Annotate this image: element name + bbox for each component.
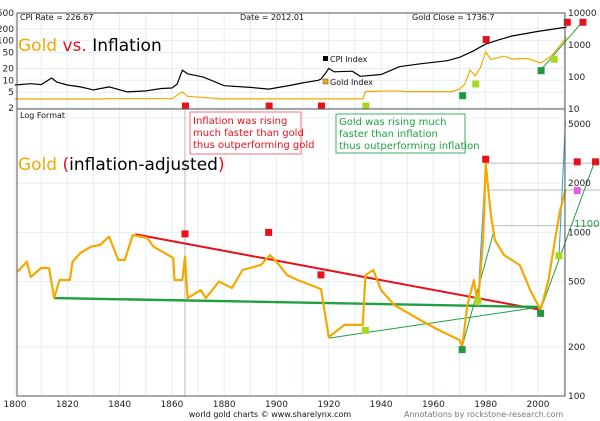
right-axis-tick-label: 1000: [568, 228, 591, 238]
x-axis-tick-label: 1880: [213, 400, 236, 410]
green-annotation-box: Gold was rising much faster than inflati…: [335, 113, 480, 154]
lime-marker: [472, 80, 480, 88]
top-title-vs: vs.: [63, 36, 87, 56]
lime-marker: [361, 326, 369, 334]
green_thin-trend-line: [328, 306, 541, 339]
green_thin-trend-line: [461, 232, 495, 347]
darkgreen-marker: [458, 346, 466, 354]
x-axis-tick-label: 1820: [56, 400, 79, 410]
gold-index-line: [15, 36, 568, 100]
legend-cpi-label: CPI Index: [330, 55, 368, 64]
right-axis-tick-label: 5000: [568, 120, 591, 130]
x-axis-tick-label: 1980: [474, 400, 497, 410]
green-annotation-line: thus outperforming inflation: [339, 141, 480, 152]
red-trend-line: [135, 233, 541, 311]
red-marker: [265, 102, 273, 110]
gold-inflation-adjusted-line: [16, 162, 567, 348]
top-title-gold: Gold: [18, 36, 57, 56]
left-axis-tick-label: 5: [8, 88, 14, 98]
red-marker: [592, 158, 600, 166]
red-annotation-box: Inflation was rising much faster than go…: [189, 111, 315, 155]
right-axis-tick-label: 10000: [568, 9, 597, 19]
left-axis-tick-label: 50: [3, 49, 15, 59]
red-marker: [317, 271, 325, 279]
x-axis-tick-label: 1940: [370, 400, 393, 410]
legend-gold-swatch: [322, 78, 329, 85]
bottom-title-rest: inflation-adjusted: [69, 155, 218, 175]
darkgreen-marker: [459, 92, 467, 100]
blue-trend-line: [558, 120, 566, 258]
bottom-panel-frame: [16, 108, 566, 397]
x-axis-tick-label: 1900: [265, 400, 288, 410]
right-axis-tick-label: 500: [568, 278, 585, 288]
left-axis-tick-label: 20: [3, 64, 15, 74]
left-axis-tick-label: 200: [0, 25, 14, 35]
red-marker: [181, 230, 189, 238]
axes: 500 200 100 50 20 10 5 2 10000 1000 100 10 5000 2000 1…: [0, 9, 597, 410]
right-axis-tick-label: 2000: [568, 179, 591, 189]
x-axis-tick-label: 1860: [160, 400, 183, 410]
red-marker: [482, 155, 490, 163]
left-axis-tick-label: 500: [0, 9, 14, 19]
cpi-rate-readout: CPI Rate = 226.67: [20, 13, 93, 22]
green-annotation-line: faster than inflation: [339, 129, 438, 140]
legend-gold-label: Gold Index: [330, 78, 373, 87]
green_thin-trend-line: [540, 159, 596, 311]
red-marker: [573, 158, 581, 166]
right-axis-tick-label: 10: [568, 105, 580, 115]
x-axis-tick-label: 1800: [4, 400, 27, 410]
annotation-credit: Annotations by rockstone-research.com: [404, 410, 564, 419]
pink-marker: [573, 187, 581, 195]
source-credit: world gold charts © www.sharelynx.com: [189, 410, 352, 419]
red-annotation-line: thus outperforming gold: [193, 140, 315, 151]
x-axis-tick-label: 1920: [317, 400, 340, 410]
lime-marker: [362, 102, 370, 110]
left-axis-tick-label: 100: [0, 37, 14, 47]
date-readout: Date = 2012.01: [240, 13, 304, 22]
bottom-title-gold: Gold: [18, 155, 57, 175]
bottom-title: Gold (inflation-adjusted): [18, 155, 225, 175]
red-annotation-line: much faster than gold: [193, 128, 304, 139]
paren-close: ): [218, 155, 225, 175]
log-format-label: Log Format: [20, 111, 65, 120]
right-axis-tick-label: 1000: [568, 41, 591, 51]
legend-cpi-swatch: [323, 56, 328, 61]
x-axis-tick-label: 2000: [527, 400, 550, 410]
red-marker: [482, 36, 490, 44]
lime-marker: [550, 55, 558, 63]
red-annotation-line: Inflation was rising: [193, 116, 287, 127]
red-marker: [317, 102, 325, 110]
green-trend-line: [54, 296, 541, 309]
lime-marker: [555, 252, 563, 260]
right-axis-tick-label: 100: [568, 392, 585, 402]
right-axis-tick-label: 100: [568, 73, 585, 83]
gold-close-readout: Gold Close = 1736.7: [412, 13, 495, 22]
left-axis-tick-label: 10: [3, 76, 15, 86]
top-title: Gold vs. Inflation: [18, 36, 162, 56]
grid: [14, 12, 565, 397]
top-title-inflation: Inflation: [92, 36, 161, 56]
top-trend-line: [540, 21, 583, 71]
x-axis-tick-label: 1960: [422, 400, 445, 410]
red-marker: [181, 102, 189, 110]
green-annotation-line: Gold was rising much: [339, 117, 447, 128]
cpi-index-line: [14, 26, 567, 93]
top-panel-series: [14, 18, 587, 110]
left-axis-tick-label: 2: [8, 104, 14, 114]
right-axis-tick-label: 200: [568, 343, 585, 353]
x-axis-tick-label: 1840: [108, 400, 131, 410]
bottom-panel-series: [16, 120, 600, 354]
red-marker: [579, 18, 587, 26]
red-marker: [563, 18, 571, 26]
darkgreen-marker: [537, 67, 545, 75]
red-marker: [265, 228, 273, 236]
level-1100-label: 1100: [574, 219, 599, 230]
paren-open: (: [63, 155, 70, 175]
lime-marker: [474, 296, 482, 304]
darkgreen-marker: [537, 309, 545, 317]
